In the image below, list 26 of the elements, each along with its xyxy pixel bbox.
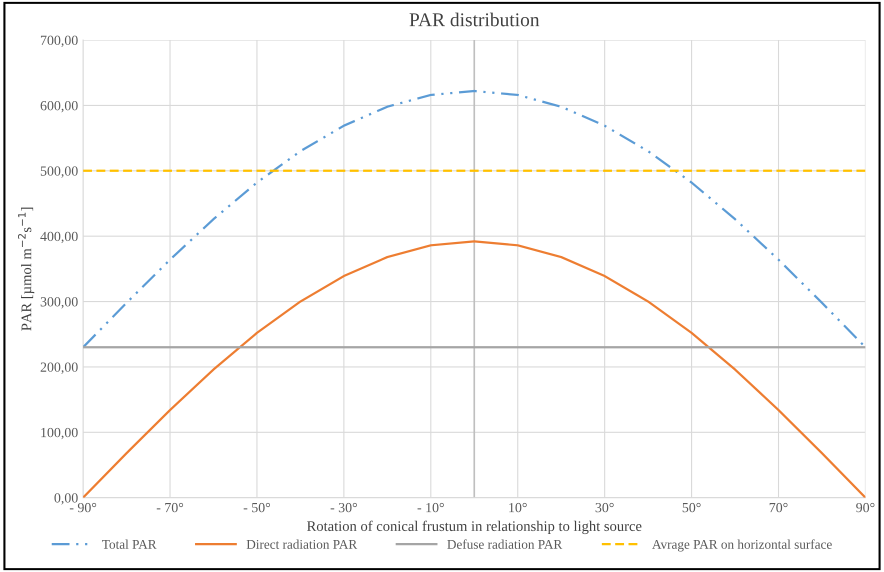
x-tick-label: - 10°: [418, 502, 444, 512]
y-tick-label: 500,00: [40, 166, 78, 178]
x-tick-label: 70°: [770, 502, 788, 512]
chart-title: PAR distribution: [410, 12, 540, 26]
x-tick-label: - 30°: [330, 502, 357, 512]
x-tick-label: - 90°: [70, 502, 96, 512]
y-tick-label: 700,00: [40, 36, 78, 47]
x-tick-label: 30°: [596, 502, 614, 512]
x-axis-title: Rotation of conical frustum in relationship to light source: [307, 520, 642, 534]
y-tick-label: 200,00: [40, 362, 78, 374]
legend-label: Defuse radiation PAR: [447, 539, 562, 549]
x-tick-label: 10°: [509, 502, 527, 512]
legend-label: Avrage PAR on horizontal surface: [652, 539, 832, 552]
y-tick-label: 400,00: [40, 232, 78, 244]
y-tick-label: 600,00: [40, 100, 78, 112]
x-tick-label: 50°: [682, 502, 701, 512]
x-tick-label: - 50°: [244, 502, 270, 512]
y-axis-title: PAR [µmol m$^{−2}$s$^{−1}$]: [18, 208, 34, 331]
y-tick-label: 100,00: [41, 428, 78, 440]
legend-label: Total PAR: [102, 540, 157, 549]
legend-label: Direct radiation PAR: [246, 540, 358, 549]
x-tick-label: 90°: [856, 502, 874, 512]
y-tick-label: 0,00: [54, 493, 78, 505]
x-tick-label: - 70°: [156, 502, 184, 512]
y-tick-label: 300,00: [40, 297, 78, 308]
line-series: [83, 90, 866, 348]
